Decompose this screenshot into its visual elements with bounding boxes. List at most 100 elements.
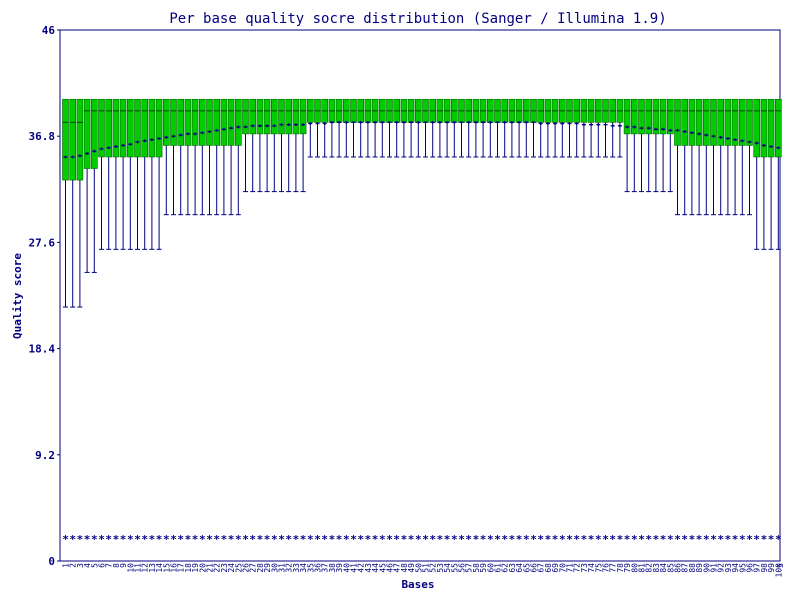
bottom-star: * xyxy=(264,533,271,546)
box-base-10 xyxy=(127,98,134,250)
box-base-9 xyxy=(119,98,127,250)
box-base-17 xyxy=(177,98,184,216)
bottom-star: * xyxy=(314,533,321,546)
bottom-star: * xyxy=(257,533,264,546)
box-base-20 xyxy=(199,98,206,216)
x-tick-label: 100 xyxy=(774,563,783,578)
bottom-star: * xyxy=(681,533,688,546)
bottom-star: * xyxy=(473,533,480,546)
box-base-63 xyxy=(508,98,516,158)
x-tick-label: 32 xyxy=(285,563,294,573)
bottom-star: * xyxy=(343,533,350,546)
y-tick-label: 18.4 xyxy=(29,343,56,356)
x-tick-label: 17 xyxy=(177,563,186,573)
y-tick-label: 36.8 xyxy=(29,130,56,143)
bottom-star: * xyxy=(624,533,631,546)
iqr-box xyxy=(177,98,184,146)
iqr-box xyxy=(213,98,220,146)
x-tick-label: 81 xyxy=(638,563,647,573)
x-tick-label: 24 xyxy=(227,563,236,573)
x-tick-label: 53 xyxy=(436,563,445,573)
bottom-star: * xyxy=(221,533,228,546)
x-tick-label: 99 xyxy=(767,563,776,573)
x-tick-label: 52 xyxy=(429,563,438,573)
x-tick-label: 40 xyxy=(342,563,351,573)
x-tick-label: 70 xyxy=(558,563,567,573)
x-tick-label: 21 xyxy=(206,563,215,573)
box-base-13 xyxy=(148,98,156,250)
box-base-93 xyxy=(724,98,732,216)
box-base-49 xyxy=(407,98,415,158)
box-base-21 xyxy=(206,98,213,216)
iqr-box xyxy=(263,98,271,135)
box-base-5 xyxy=(91,98,98,273)
bottom-star: * xyxy=(458,533,465,546)
x-tick-label: 26 xyxy=(242,563,251,573)
bottom-marker-series: * * * * * * * * * * * * * * * * * * * * * * * * * * * * * * * * * * * * * * * *… xyxy=(62,533,781,546)
iqr-box xyxy=(199,98,206,146)
bottom-star: * xyxy=(429,533,436,546)
bottom-star: * xyxy=(717,533,724,546)
mean-series xyxy=(63,120,781,159)
iqr-box xyxy=(83,98,91,169)
box-base-15 xyxy=(163,98,170,216)
bottom-star: * xyxy=(134,533,141,546)
bottom-star: * xyxy=(552,533,559,546)
bottom-star: * xyxy=(199,533,206,546)
iqr-box xyxy=(666,98,674,135)
iqr-box xyxy=(76,98,84,181)
box-base-33 xyxy=(292,98,300,193)
x-tick-label: 4 xyxy=(83,563,92,568)
x-tick-label: 28 xyxy=(256,563,265,573)
box-base-26 xyxy=(242,98,249,193)
x-tick-label: 16 xyxy=(170,563,179,573)
bottom-star: * xyxy=(357,533,364,546)
bottom-star: * xyxy=(638,533,645,546)
box-base-75 xyxy=(594,98,602,158)
iqr-box xyxy=(695,98,703,146)
box-base-74 xyxy=(587,98,595,158)
x-tick-label: 73 xyxy=(580,563,589,573)
box-base-36 xyxy=(314,98,321,158)
box-base-14 xyxy=(155,98,163,250)
bottom-star: * xyxy=(559,533,566,546)
box-series xyxy=(62,98,782,308)
box-base-54 xyxy=(443,98,451,158)
x-tick-label: 80 xyxy=(630,563,639,573)
bottom-star: * xyxy=(91,533,98,546)
bottom-star: * xyxy=(422,533,429,546)
iqr-box xyxy=(69,98,76,181)
bottom-star: * xyxy=(545,533,552,546)
x-tick-label: 42 xyxy=(357,563,366,573)
bottom-star: * xyxy=(365,533,372,546)
box-base-96 xyxy=(746,98,753,216)
iqr-box xyxy=(292,98,300,135)
bottom-star: * xyxy=(703,533,710,546)
bottom-star: * xyxy=(235,533,242,546)
x-tick-label: 36 xyxy=(314,563,323,573)
bottom-star: * xyxy=(487,533,494,546)
bottom-star: * xyxy=(105,533,112,546)
box-base-28 xyxy=(256,98,264,193)
iqr-box xyxy=(702,98,710,146)
box-base-85 xyxy=(666,98,674,193)
box-base-86 xyxy=(674,98,681,216)
y-tick-label: 9.2 xyxy=(35,449,55,462)
iqr-box xyxy=(278,98,285,135)
bottom-star: * xyxy=(113,533,120,546)
x-tick-label: 38 xyxy=(328,563,337,573)
x-tick-label: 55 xyxy=(450,563,459,573)
x-tick-label: 7 xyxy=(105,563,114,568)
x-tick-label: 3 xyxy=(76,563,85,568)
box-base-92 xyxy=(717,98,725,216)
x-tick-label: 31 xyxy=(278,563,287,573)
bottom-star: * xyxy=(537,533,544,546)
x-tick-label: 85 xyxy=(666,563,675,573)
x-tick-label: 45 xyxy=(378,563,387,573)
box-base-69 xyxy=(551,98,559,158)
box-base-80 xyxy=(630,98,638,193)
x-tick-label: 48 xyxy=(400,563,409,573)
bottom-star: * xyxy=(566,533,573,546)
iqr-box xyxy=(659,98,667,135)
box-base-83 xyxy=(652,98,660,193)
